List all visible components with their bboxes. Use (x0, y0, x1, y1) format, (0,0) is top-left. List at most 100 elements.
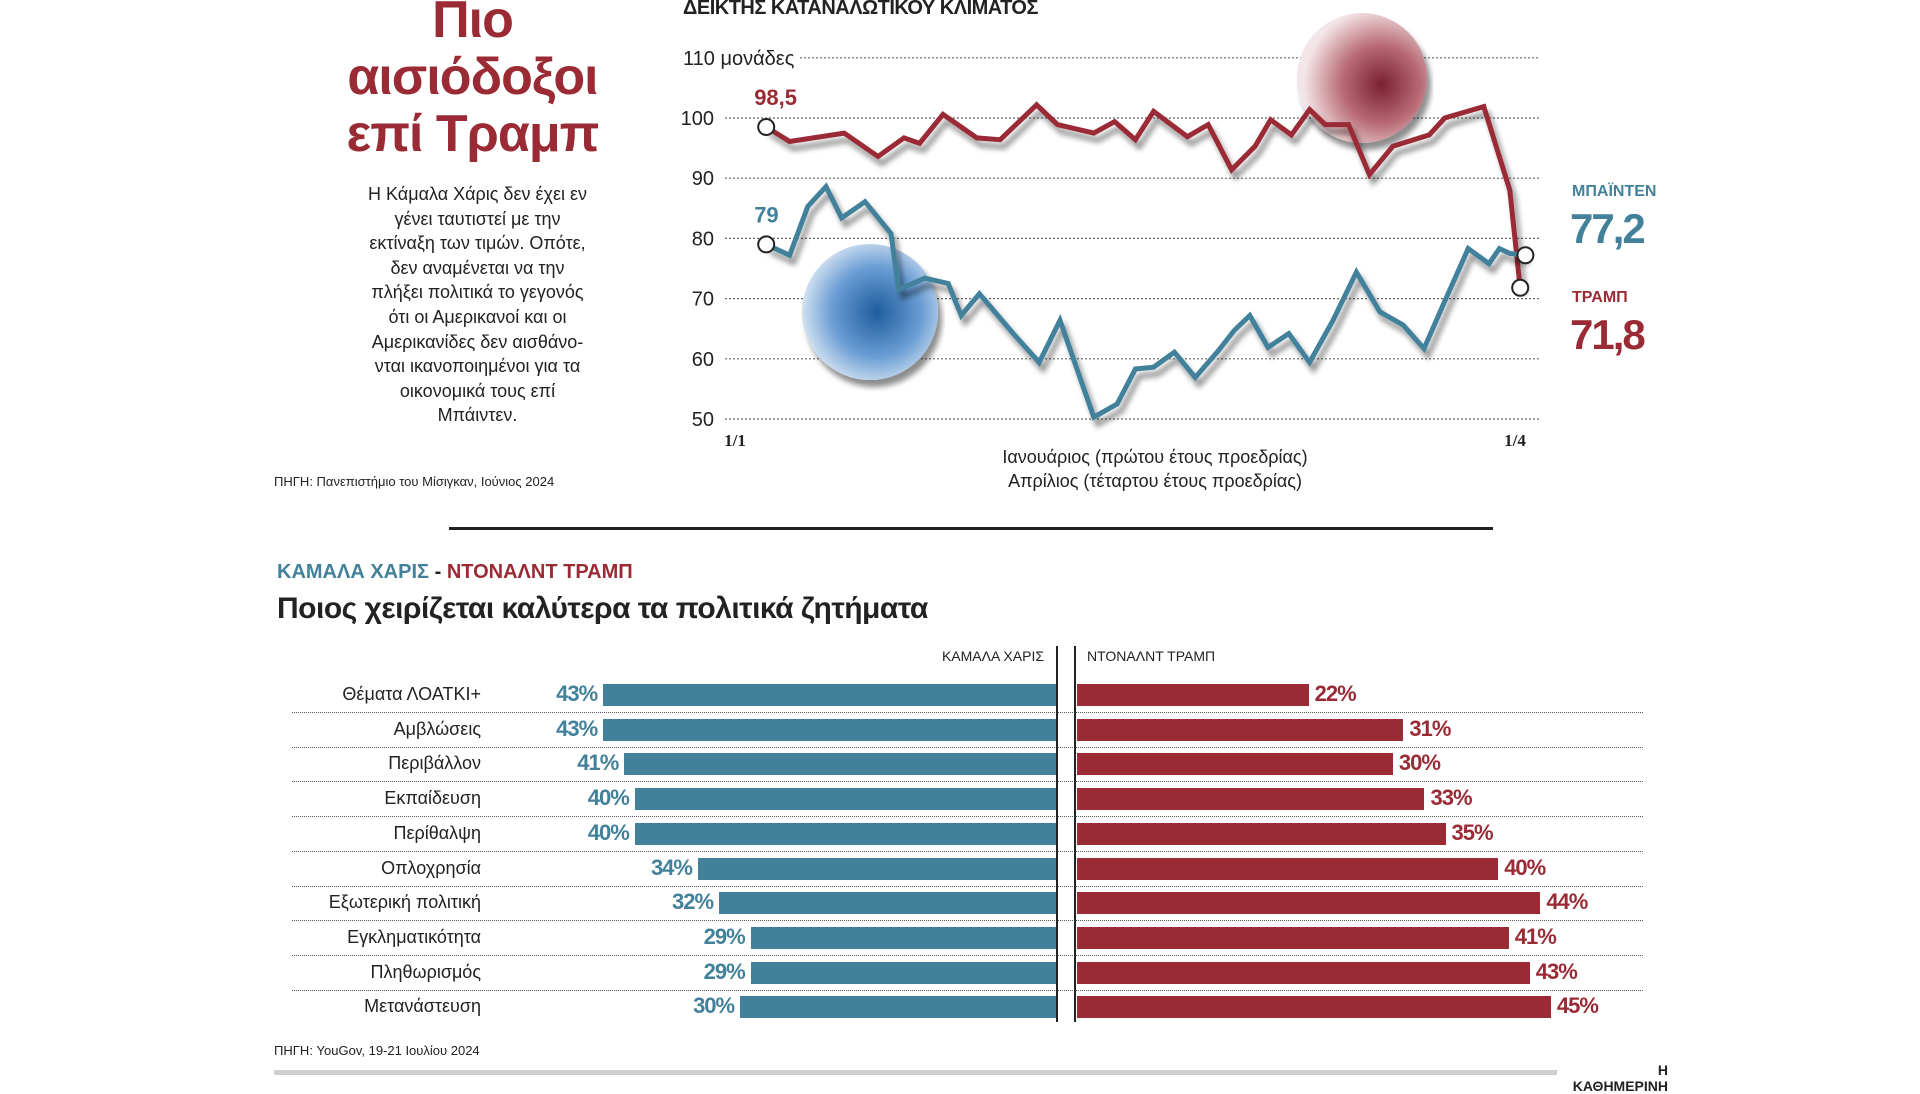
row-separator (292, 954, 1643, 956)
row-label: Περιβάλλον (388, 753, 481, 774)
line-chart: 50 60 70 80 90 100 110 μονάδες 1/1 1/4 98,5 79 (681, 13, 1540, 450)
column-header-harris: ΚΑΜΑΛΑ ΧΑΡΙΣ (941, 648, 1044, 664)
bar-trump (1077, 753, 1393, 776)
bar-harris (750, 961, 1056, 984)
center-axis-left (1056, 646, 1058, 1022)
bar-harris (624, 753, 1056, 776)
x-tick-label: 1/1 (724, 431, 746, 450)
subtitle-trump: ΝΤΟΝΑΛΝΤ ΤΡΑΜΠ (446, 561, 633, 583)
bar-chart-subtitle: ΚΑΜΑΛΑ ΧΑΡΙΣ - ΝΤΟΝΑΛΝΤ ΤΡΑΜΠ (277, 561, 633, 584)
publisher-logo: Η ΚΑΘΗΜΕΡΙΝΗ (1572, 1062, 1668, 1094)
column-header-trump: ΝΤΟΝΑΛΝΤ ΤΡΑΜΠ (1087, 648, 1216, 664)
bar-trump (1077, 892, 1541, 915)
headline-line: αισιόδοξοι (347, 48, 598, 106)
source-bar-chart: ΠΗΓΗ: YouGov, 19-21 Ιουλίου 2024 (274, 1043, 480, 1058)
source-line-chart: ΠΗΓΗ: Πανεπιστήμιο του Μίσιγκαν, Ιούνιος… (274, 474, 555, 489)
intro-line: δεν αναμένεται να την (390, 257, 565, 278)
row-separator (292, 885, 1643, 887)
value-label-harris: 43% (556, 715, 598, 741)
row-separator (292, 850, 1643, 852)
bar-trump (1077, 788, 1425, 811)
value-label-trump: 45% (1556, 993, 1599, 1019)
bar-trump (1077, 718, 1404, 741)
start-marker (757, 235, 776, 254)
legend-trump-name: ΤΡΑΜΠ (1572, 289, 1628, 306)
center-axis-right (1074, 646, 1076, 1022)
start-marker (757, 118, 776, 137)
row-separator (292, 781, 1643, 783)
y-tick-label: 80 (692, 228, 714, 250)
intro-line: Μπάιντεν. (437, 405, 518, 426)
row-separator (292, 816, 1643, 818)
bar-trump (1077, 926, 1509, 949)
value-label-trump: 43% (1535, 958, 1578, 984)
subtitle-separator: - (434, 561, 442, 583)
bar-harris (719, 892, 1056, 915)
end-marker (1511, 278, 1530, 297)
headline-line: Πιο (432, 0, 514, 49)
x-axis-caption: Ιανουάριος (πρώτου έτους προεδρίας) Απρί… (900, 445, 1410, 493)
intro-line: νται ικανοποιημένοι για τα (374, 356, 581, 377)
row-label: Αμβλώσεις (393, 718, 481, 739)
bar-trump (1077, 822, 1446, 845)
subtitle-harris: ΚΑΜΑΛΑ ΧΑΡΙΣ (277, 561, 430, 583)
row-label: Εκπαίδευση (384, 788, 481, 809)
y-tick-label: 70 (692, 289, 714, 311)
biden-portrait-icon (802, 244, 938, 380)
bar-harris (603, 684, 1056, 706)
legend-biden-value: 77,2 (1570, 205, 1646, 252)
row-label: Εγκληματικότητα (347, 926, 481, 947)
bar-harris (740, 996, 1056, 1019)
row-label: Περίθαλψη (393, 822, 481, 843)
intro-line: Η Κάμαλα Χάρις δεν έχει εν (368, 184, 587, 204)
value-label-trump: 22% (1314, 681, 1357, 706)
intro-paragraph: Η Κάμαλα Χάρις δεν έχει εν γένει ταυτιστ… (320, 182, 635, 428)
row-label: Θέματα ΛΟΑΤΚΙ+ (342, 684, 481, 704)
bar-trump (1077, 961, 1530, 984)
x-axis-caption-line: Απρίλιος (τέταρτου έτους προεδρίας) (1008, 471, 1302, 491)
section-divider (449, 527, 1493, 530)
footer-rule (274, 1070, 1557, 1075)
bar-trump (1077, 684, 1309, 706)
legend-trump-value: 71,8 (1570, 311, 1646, 358)
headline-line: επί Τραμπ (346, 105, 600, 163)
bar-chart-title: Ποιος χειρίζεται καλύτερα τα πολιτικά ζη… (277, 592, 928, 625)
y-tick-label: 110 μονάδες (683, 48, 795, 70)
value-label-harris: 29% (703, 958, 746, 984)
value-label-trump: 41% (1514, 923, 1557, 949)
value-label-harris: 34% (650, 854, 693, 880)
intro-line: γένει ταυτιστεί με την (394, 208, 561, 229)
intro-line: ότι οι Αμερικανοί και οι (388, 306, 567, 327)
bar-harris (634, 788, 1056, 811)
bar-trump (1077, 996, 1551, 1019)
value-label-harris: 40% (587, 819, 630, 845)
legend-biden-name: ΜΠΑΪΝΤΕΝ (1572, 183, 1657, 200)
start-value-label: 98,5 (754, 85, 797, 110)
y-tick-label: 90 (692, 168, 714, 190)
row-separator (292, 712, 1643, 713)
row-label: Μετανάστευση (364, 996, 481, 1017)
value-label-trump: 33% (1430, 785, 1472, 811)
row-separator (292, 989, 1643, 991)
trump-portrait-icon (1297, 13, 1427, 143)
x-axis-caption-line: Ιανουάριος (πρώτου έτους προεδρίας) (1002, 447, 1308, 467)
intro-line: πλήξει πολιτικά το γεγονός (371, 282, 584, 303)
intro-line: εκτίναξη των τιμών. Οπότε, (369, 233, 586, 254)
row-label: Οπλοχρησία (381, 857, 481, 878)
series-line-biden (765, 182, 1526, 421)
value-label-harris: 30% (693, 993, 735, 1019)
y-tick-label: 100 (681, 108, 714, 130)
headline: Πιο αισιόδοξοι επί Τραμπ (300, 0, 645, 163)
value-label-trump: 35% (1451, 819, 1494, 845)
row-separator (292, 920, 1643, 922)
value-label-trump: 31% (1409, 715, 1451, 741)
value-label-harris: 40% (587, 785, 630, 811)
bar-harris (603, 718, 1056, 741)
bar-harris (634, 822, 1056, 845)
value-label-harris: 29% (703, 923, 746, 949)
value-label-harris: 41% (577, 750, 619, 776)
y-tick-label: 50 (692, 409, 714, 431)
value-label-trump: 30% (1398, 750, 1441, 776)
intro-line: Αμερικανίδες δεν αισθάνο- (371, 331, 584, 352)
line-chart-title: ΔΕΙΚΤΗΣ ΚΑΤΑΝΑΛΩΤΙΚΟΥ ΚΛΙΜΑΤΟΣ (683, 0, 1039, 19)
